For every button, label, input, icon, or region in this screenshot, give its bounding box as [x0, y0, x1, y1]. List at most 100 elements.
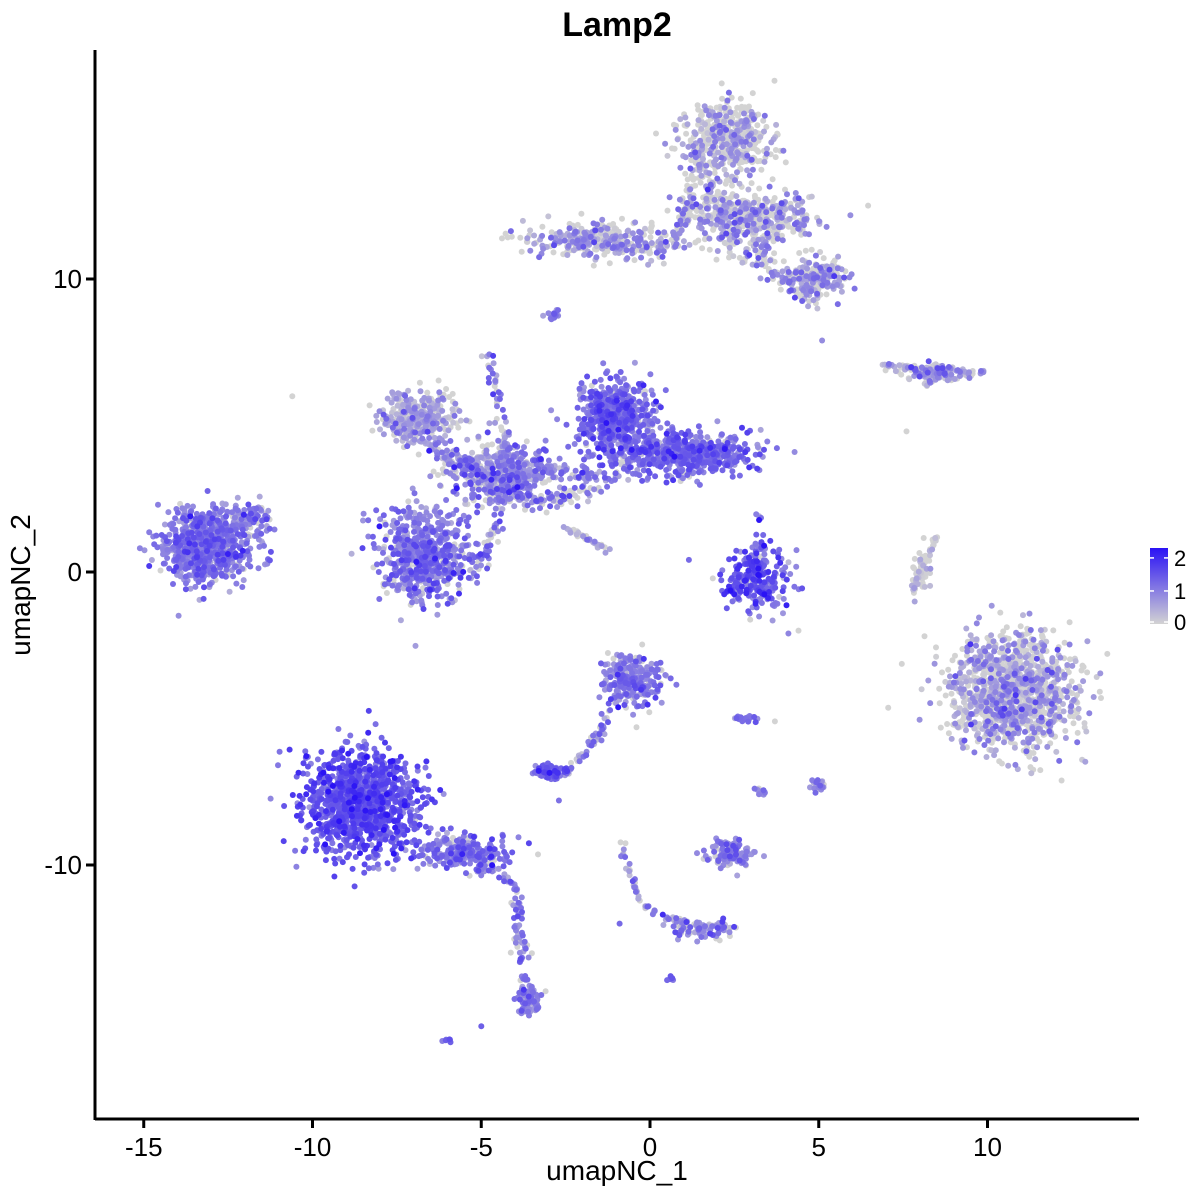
cell-point: [754, 158, 761, 165]
cell-point: [585, 498, 591, 505]
cell-point: [791, 449, 798, 455]
cell-point: [1037, 767, 1044, 774]
cell-point: [948, 690, 955, 697]
cell-point: [523, 438, 530, 445]
cell-point: [714, 418, 721, 425]
cell-point: [619, 215, 625, 222]
cell-point: [606, 260, 613, 267]
cell-point: [987, 653, 994, 660]
data-points: [136, 77, 1111, 1046]
cell-point: [486, 420, 493, 427]
cell-point: [701, 236, 708, 243]
cell-point: [960, 699, 967, 706]
cell-point: [973, 636, 980, 643]
cell-point: [1057, 654, 1064, 661]
cell-point: [694, 102, 701, 109]
cell-point: [949, 657, 956, 664]
cell-point: [695, 117, 702, 124]
cell-point: [157, 567, 164, 574]
cell-point: [1005, 642, 1012, 649]
cell-point: [929, 546, 936, 553]
cell-point: [1027, 764, 1034, 771]
cell-point: [917, 556, 924, 563]
cell-point: [713, 104, 720, 111]
cell-point: [1005, 762, 1012, 769]
cell-point: [966, 669, 973, 676]
cell-point: [921, 583, 928, 590]
cell-point: [554, 490, 560, 497]
cell-point: [405, 498, 412, 505]
cell-point: [726, 244, 733, 251]
cell-point: [697, 137, 704, 144]
cell-point: [1082, 758, 1089, 765]
cell-point: [413, 498, 420, 505]
cell-point: [1078, 667, 1085, 674]
cell-point: [545, 213, 552, 220]
cell-point: [1055, 666, 1062, 672]
cell-point: [417, 388, 424, 395]
cell-point: [819, 337, 826, 344]
cell-point: [692, 239, 699, 246]
cell-point: [999, 645, 1005, 652]
cell-point: [397, 617, 404, 624]
cell-point: [572, 492, 578, 499]
cell-point: [1075, 705, 1082, 712]
cell-point: [380, 431, 387, 438]
cell-point: [726, 199, 733, 206]
cell-point: [714, 248, 721, 254]
cell-point: [751, 145, 758, 152]
cell-point: [596, 694, 603, 701]
cell-point: [527, 247, 534, 254]
cell-point: [445, 427, 452, 434]
cell-point: [911, 585, 918, 592]
cell-point: [1096, 688, 1103, 695]
cell-point: [256, 493, 263, 500]
cell-point: [452, 400, 459, 407]
cell-point: [1053, 748, 1060, 755]
cell-point: [1061, 639, 1068, 646]
cell-point: [734, 169, 740, 176]
cell-point: [937, 724, 944, 731]
cell-point: [808, 246, 815, 253]
cell-point: [1049, 658, 1056, 665]
cell-point: [802, 247, 809, 254]
chart-title: Lamp2: [562, 6, 672, 44]
cell-point: [617, 839, 624, 846]
cell-point: [706, 170, 713, 177]
cell-point: [945, 730, 952, 737]
cell-point: [524, 235, 531, 242]
cell-point: [674, 136, 681, 143]
cell-point: [734, 872, 741, 879]
cell-point: [415, 421, 422, 428]
cell-point: [184, 502, 191, 509]
cell-point: [927, 582, 934, 589]
cell-point: [810, 297, 817, 304]
cell-point: [1022, 654, 1029, 661]
cell-point: [944, 721, 951, 727]
cell-point: [1061, 717, 1068, 724]
cell-point: [412, 642, 419, 649]
cell-point: [751, 849, 758, 855]
cell-point: [756, 185, 763, 192]
cell-point: [610, 655, 617, 662]
cell-point: [479, 443, 486, 450]
cell-point: [927, 700, 934, 707]
cell-point: [369, 427, 376, 434]
cell-point: [519, 217, 526, 224]
cell-point: [645, 261, 652, 268]
cell-point: [752, 247, 759, 254]
cell-point: [757, 134, 764, 140]
cell-point: [599, 216, 606, 223]
cell-point: [395, 390, 402, 397]
cell-point: [517, 234, 524, 241]
cell-point: [777, 286, 784, 293]
cell-point: [1022, 638, 1029, 645]
cell-point: [1090, 694, 1097, 700]
cell-point: [179, 505, 186, 512]
cell-point: [1066, 683, 1073, 690]
cell-point: [629, 230, 636, 237]
cell-point: [1020, 612, 1026, 619]
cell-point: [625, 476, 632, 483]
cell-point: [792, 190, 799, 196]
cell-point: [1064, 662, 1071, 668]
